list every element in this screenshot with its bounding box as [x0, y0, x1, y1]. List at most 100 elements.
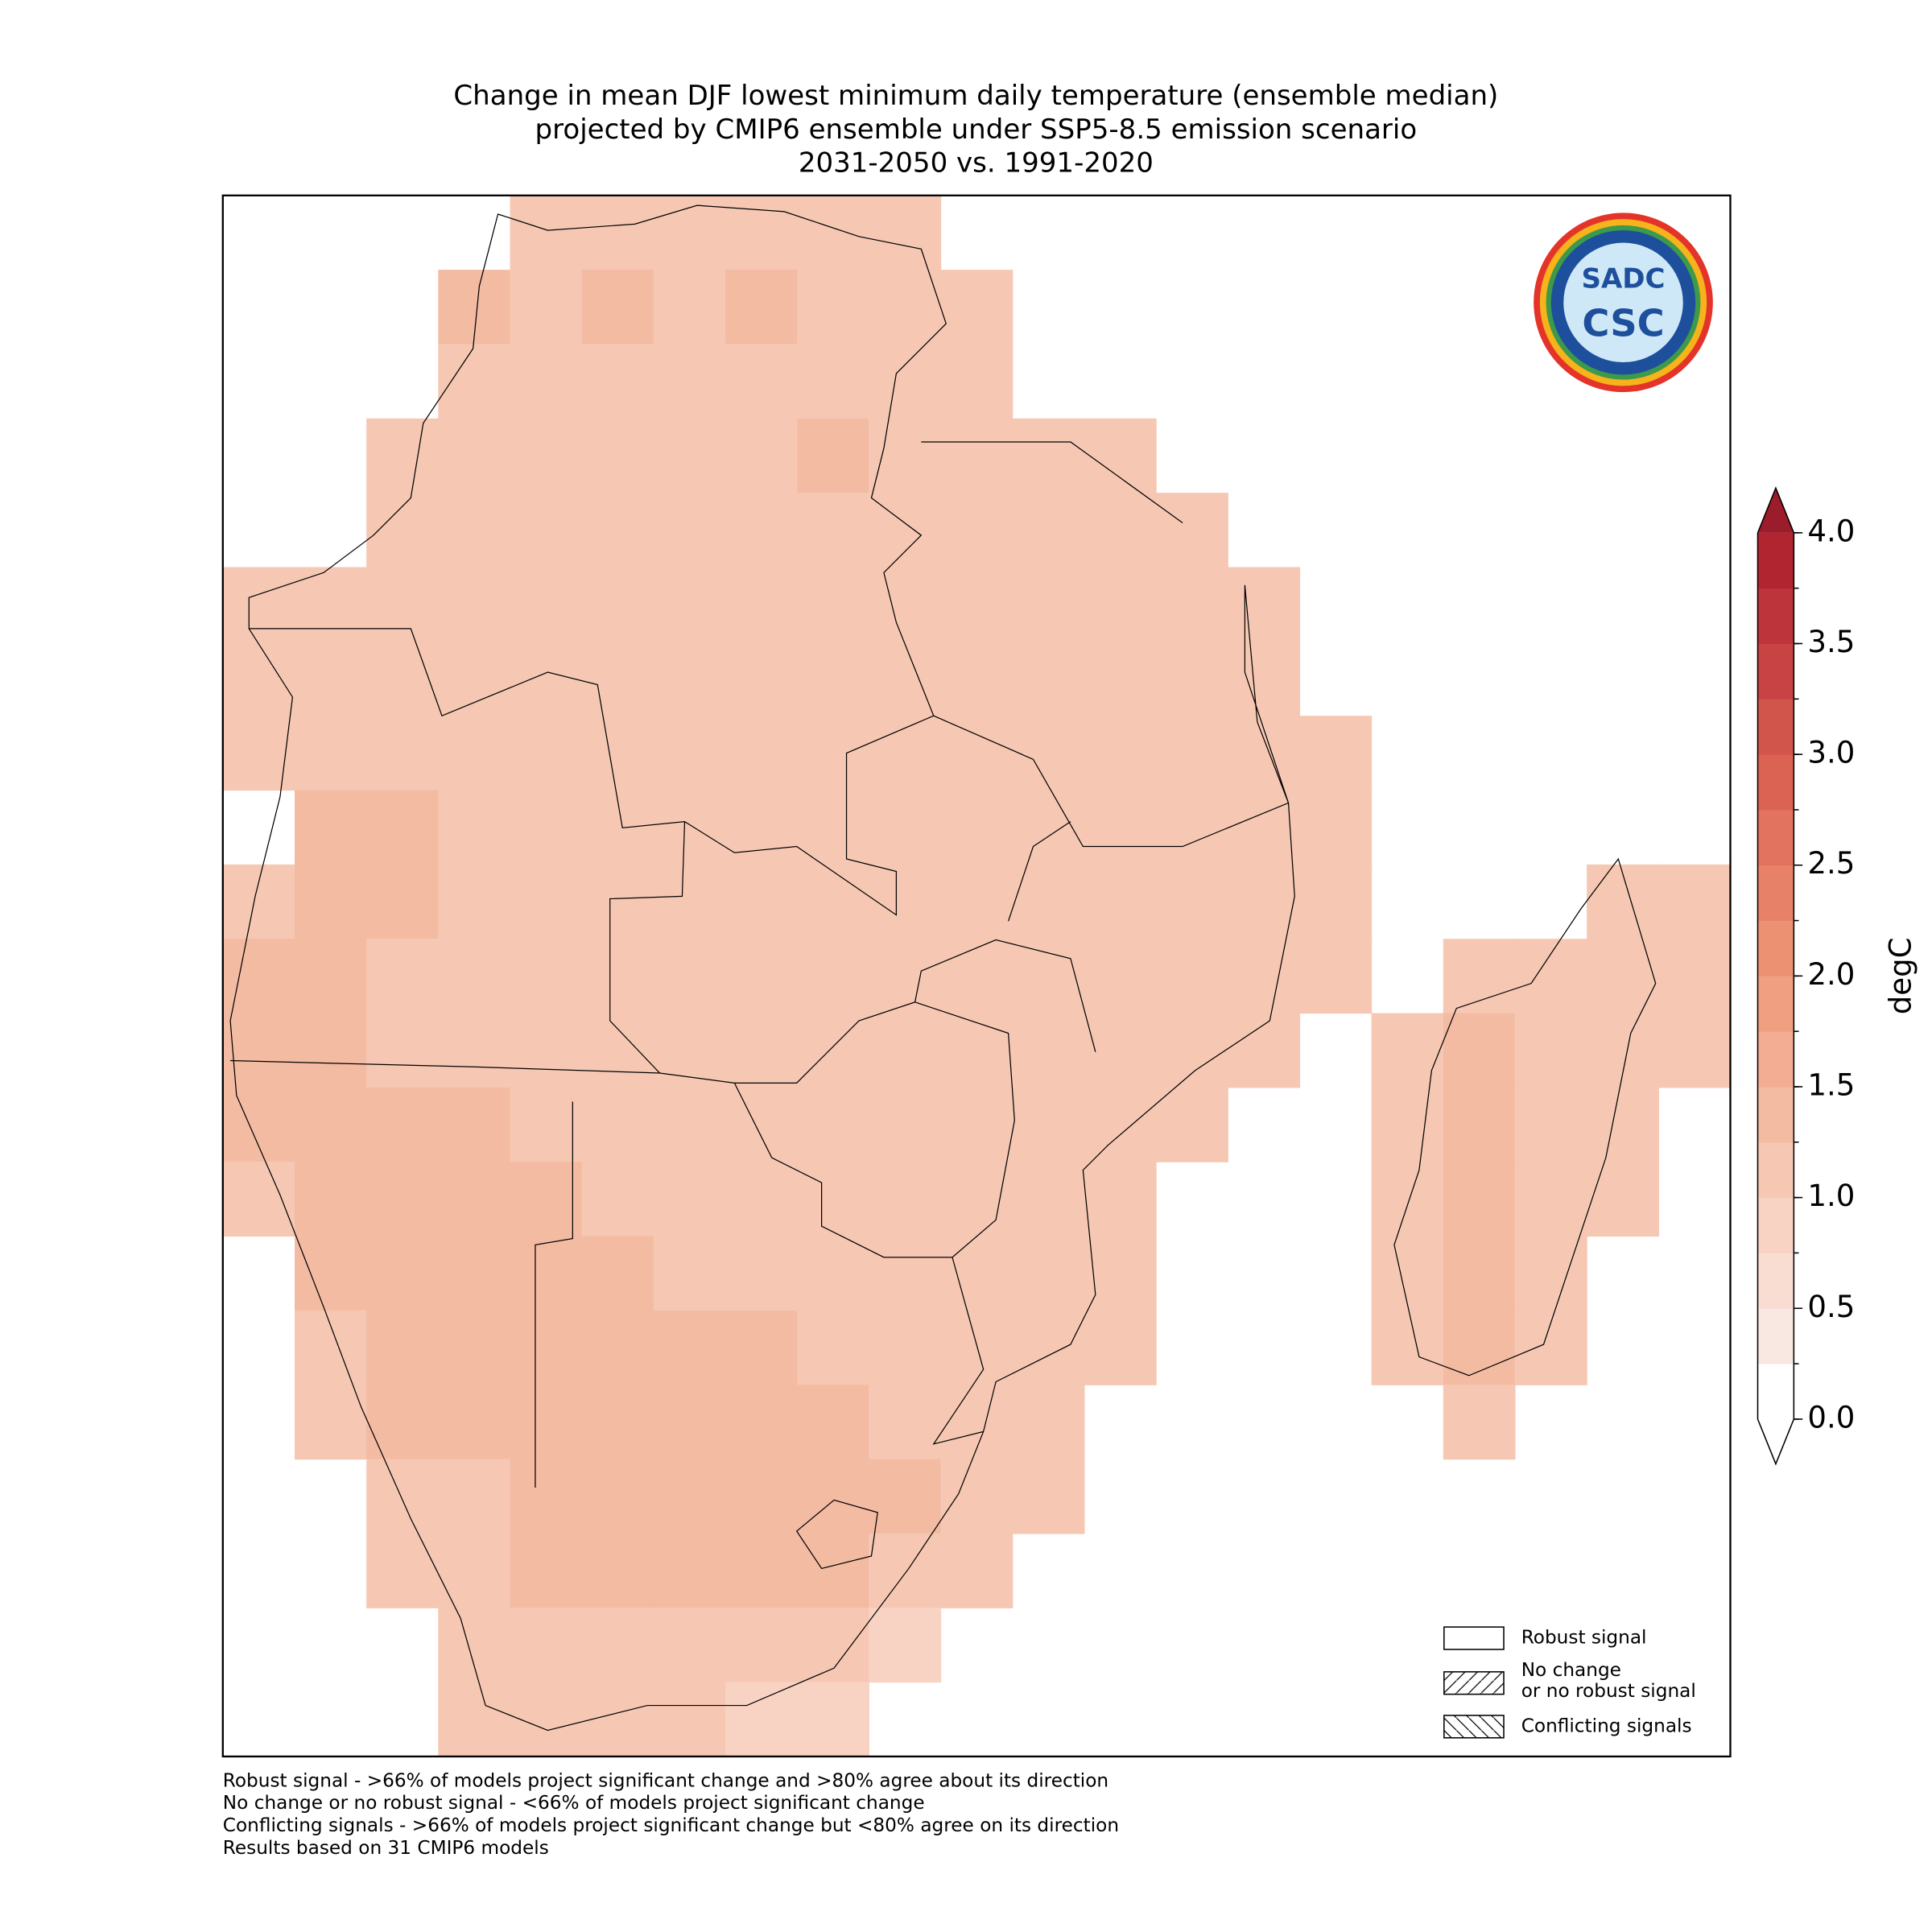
- map-cell: [725, 1459, 798, 1534]
- map-cell: [797, 1385, 869, 1460]
- colorbar-bin: [1757, 1308, 1794, 1364]
- colorbar-bin: [1757, 976, 1794, 1032]
- map-cell: [1658, 864, 1732, 939]
- map-cell: [653, 1087, 726, 1162]
- map-cell: [1371, 1162, 1444, 1237]
- map-cell: [438, 1533, 511, 1608]
- map-cell: [725, 270, 798, 345]
- map-cell: [725, 567, 798, 642]
- map-cell: [510, 864, 583, 939]
- map-cell: [1012, 1236, 1085, 1311]
- map-cell: [940, 1013, 1013, 1088]
- map-cell: [869, 1013, 942, 1088]
- map-cell: [1228, 790, 1301, 865]
- map-cell: [940, 270, 1013, 345]
- map-cell: [1084, 493, 1157, 568]
- map-cell: [725, 344, 798, 419]
- map-cell: [869, 344, 942, 419]
- map-cell: [869, 1608, 942, 1683]
- map-cell: [294, 641, 367, 716]
- map-cell: [1156, 716, 1228, 791]
- map-cell: [510, 344, 583, 419]
- map-cell: [940, 939, 1013, 1014]
- map-cell: [1587, 1013, 1659, 1088]
- map-cell: [581, 1608, 654, 1683]
- map-cell: [1299, 939, 1373, 1014]
- map-cell: [869, 716, 942, 791]
- footnote: No change or no robust signal - <66% of …: [223, 1792, 925, 1814]
- map-cell: [797, 418, 869, 493]
- map-cell: [725, 1236, 798, 1311]
- map-cell: [1371, 1310, 1444, 1385]
- map-cell: [1371, 1236, 1444, 1311]
- map-cell: [510, 567, 583, 642]
- map-cell: [1156, 939, 1228, 1014]
- logo-text: CSC: [1582, 302, 1664, 345]
- map-cell: [653, 641, 726, 716]
- map-cell: [438, 1608, 511, 1683]
- map-cell: [940, 1236, 1013, 1311]
- map-cell: [653, 1310, 726, 1385]
- map-cell: [581, 1162, 654, 1237]
- map-cell: [438, 567, 511, 642]
- footnote: Robust signal - >66% of models project s…: [223, 1769, 1108, 1791]
- map-cell: [653, 1682, 726, 1757]
- map-cell: [1443, 1087, 1516, 1162]
- footnote: Results based on 31 CMIP6 models: [223, 1837, 549, 1859]
- map-cell: [438, 1459, 511, 1534]
- map-cell: [869, 1459, 942, 1534]
- map-cell: [294, 567, 367, 642]
- map-cell: [438, 790, 511, 865]
- map-cell: [510, 1310, 583, 1385]
- map-cell: [1084, 1162, 1157, 1237]
- map-cell: [653, 1162, 726, 1237]
- map-cell: [797, 270, 869, 345]
- map-cell: [510, 270, 583, 345]
- map-cell: [581, 1682, 654, 1757]
- map-cell: [222, 1013, 295, 1088]
- map-cell: [940, 641, 1013, 716]
- map-cell: [940, 567, 1013, 642]
- map-cell: [725, 1682, 798, 1757]
- map-cell: [366, 790, 439, 865]
- map-cell: [1587, 939, 1659, 1014]
- map-cell: [1012, 641, 1085, 716]
- map-cell: [797, 195, 869, 270]
- map-cell: [1658, 1013, 1732, 1088]
- map-cell: [797, 790, 869, 865]
- legend: Robust signal No change or no robust sig…: [1443, 1626, 1696, 1739]
- map-cell: [438, 1087, 511, 1162]
- map-cell: [1084, 567, 1157, 642]
- map-cell: [725, 493, 798, 568]
- map-cell: [438, 1236, 511, 1311]
- map-cell: [1228, 939, 1301, 1014]
- legend-swatch: [1443, 1671, 1505, 1695]
- map-cell: [1012, 567, 1085, 642]
- map-cell: [1012, 1087, 1085, 1162]
- map-cell: [1012, 493, 1085, 568]
- map-cell: [581, 1385, 654, 1460]
- title-line: 2031-2050 vs. 1991-2020: [799, 147, 1154, 180]
- map-cell: [510, 418, 583, 493]
- colorbar-tick-label: 1.0: [1807, 1179, 1855, 1213]
- map-cell: [510, 195, 583, 270]
- map-cell: [1012, 418, 1085, 493]
- map-cell: [581, 270, 654, 345]
- map-cell: [438, 1310, 511, 1385]
- map-cell: [869, 641, 942, 716]
- map-cell: [366, 641, 439, 716]
- map-cell: [294, 1162, 367, 1237]
- map-cell: [869, 1162, 942, 1237]
- map-cell: [1012, 1385, 1085, 1460]
- map-cell: [581, 1533, 654, 1608]
- map-cell: [1084, 641, 1157, 716]
- map-cell: [1012, 716, 1085, 791]
- map-cell: [797, 939, 869, 1014]
- map-cell: [653, 344, 726, 419]
- map-cell: [510, 716, 583, 791]
- map-cell: [940, 1533, 1013, 1608]
- map-cell: [797, 641, 869, 716]
- map-cell: [725, 418, 798, 493]
- map-cell: [366, 1385, 439, 1460]
- map-cell: [869, 1236, 942, 1311]
